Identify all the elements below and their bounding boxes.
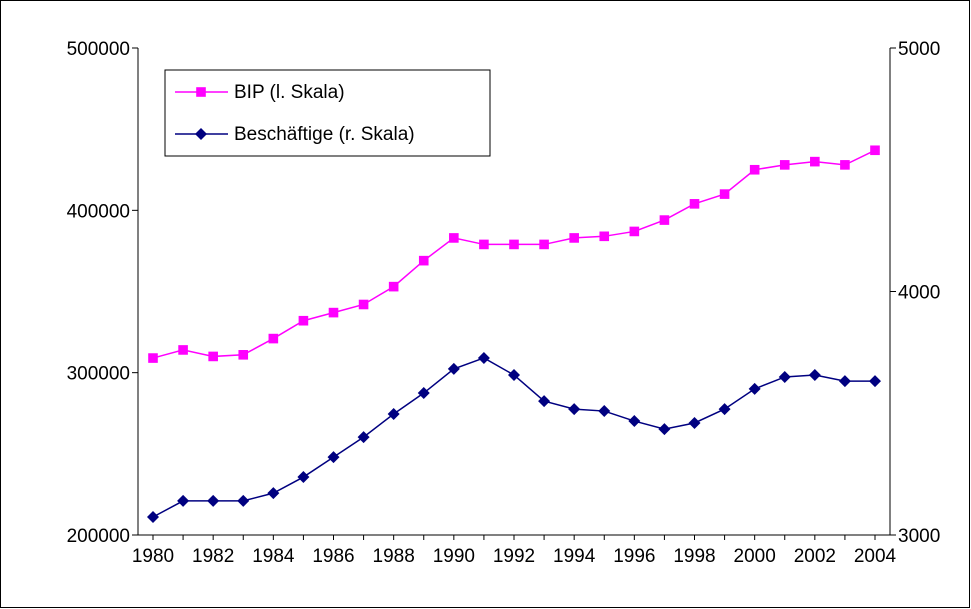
data-point <box>387 407 400 420</box>
data-point <box>238 350 249 360</box>
x-tick-label: 1984 <box>252 546 295 567</box>
data-point <box>629 226 640 237</box>
x-tick-label: 1994 <box>553 546 596 567</box>
x-tick-label: 2002 <box>794 546 836 567</box>
data-point <box>538 395 551 408</box>
data-point <box>447 362 460 375</box>
data-point <box>237 494 250 507</box>
data-point <box>569 233 579 243</box>
legend-marker <box>196 87 206 97</box>
y-tick-label: 300000 <box>67 364 130 385</box>
data-point <box>388 281 399 292</box>
data-point <box>810 156 820 167</box>
data-point <box>838 375 851 388</box>
x-tick-label: 1992 <box>493 546 535 567</box>
data-point <box>268 333 279 344</box>
x-tick-label: 1988 <box>373 546 415 567</box>
legend-marker <box>195 128 207 140</box>
data-point <box>267 487 280 500</box>
data-point <box>148 353 158 363</box>
x-tick-label: 1990 <box>433 546 475 567</box>
data-point <box>778 370 791 383</box>
data-point <box>147 510 159 523</box>
data-point <box>840 160 850 170</box>
data-point <box>298 315 309 326</box>
data-point <box>207 494 220 507</box>
data-point <box>358 299 369 310</box>
legend-label: BIP (l. Skala) <box>234 82 345 103</box>
data-point <box>688 416 701 429</box>
data-point <box>779 160 790 170</box>
x-tick-label: 1996 <box>613 546 655 567</box>
data-point <box>177 494 190 507</box>
data-point <box>870 145 880 156</box>
x-tick-label: 1998 <box>673 546 715 567</box>
data-point <box>749 164 760 175</box>
data-point <box>178 345 188 355</box>
data-point <box>479 239 489 250</box>
data-point <box>508 369 520 382</box>
data-point <box>509 239 519 250</box>
y-tick-label: 200000 <box>67 526 130 547</box>
y2-tick-label: 4000 <box>898 283 940 304</box>
x-tick-label: 2004 <box>854 546 897 567</box>
data-point <box>808 369 821 382</box>
data-point <box>418 255 429 266</box>
data-point <box>327 451 340 464</box>
data-point <box>718 403 731 416</box>
data-point <box>208 351 218 362</box>
data-point <box>417 387 430 400</box>
legend-label: Beschäftige (r. Skala) <box>234 124 415 145</box>
data-point <box>599 231 610 242</box>
data-point <box>539 239 549 250</box>
x-tick-label: 1986 <box>312 546 354 567</box>
data-point <box>658 423 671 436</box>
data-point <box>357 431 370 444</box>
data-point <box>328 307 339 318</box>
x-tick-label: 1982 <box>192 546 234 567</box>
data-point <box>719 189 730 199</box>
x-tick-label: 1980 <box>132 546 174 567</box>
data-point <box>748 382 761 395</box>
y-tick-label: 400000 <box>67 201 130 222</box>
data-point <box>598 405 611 418</box>
data-point <box>659 215 670 225</box>
y2-tick-label: 3000 <box>898 526 940 547</box>
legend-box <box>164 69 491 157</box>
data-point <box>297 471 310 484</box>
data-point <box>689 199 700 209</box>
x-tick-label: 2000 <box>734 546 776 567</box>
y2-tick-label: 5000 <box>898 39 940 60</box>
y-tick-label: 500000 <box>67 39 130 60</box>
data-point <box>449 233 459 243</box>
data-point <box>869 375 881 388</box>
data-point <box>628 415 641 428</box>
data-point <box>477 351 490 364</box>
data-point <box>568 403 581 416</box>
